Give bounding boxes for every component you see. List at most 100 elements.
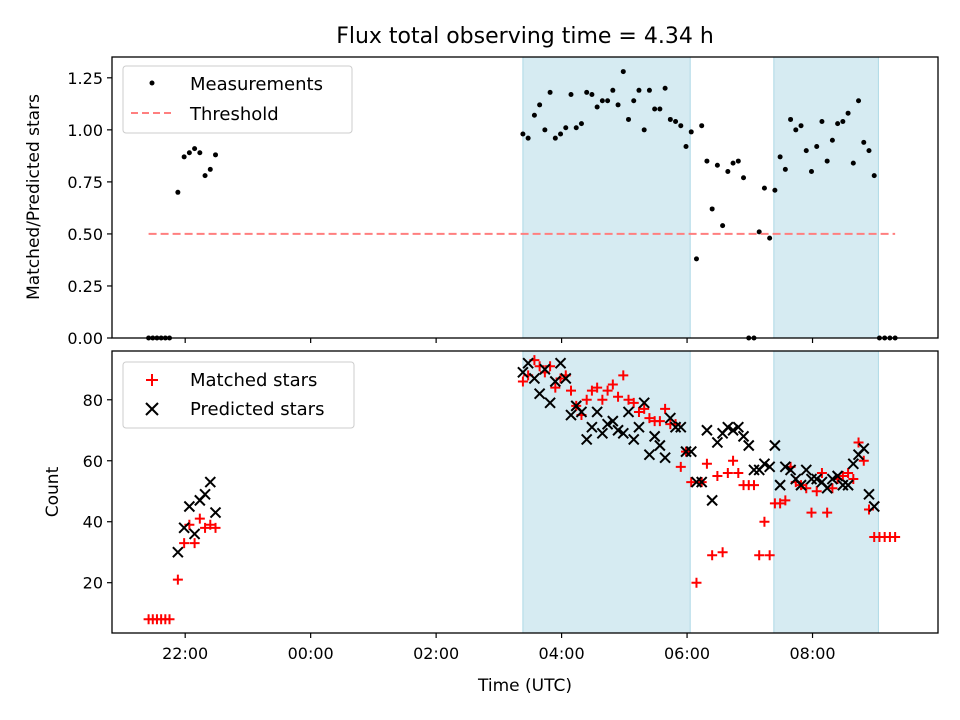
matched-star-point (639, 403, 650, 414)
matched-star-point (660, 403, 671, 414)
predicted-star-point (811, 473, 823, 485)
bottom-axis-ticks: 22:00 00:00 02:00 04:00 06:00 08:00 20 40 60 80 (83, 391, 836, 663)
legend-measurements-marker (149, 80, 155, 86)
measurement-point (861, 139, 867, 145)
legend-predicted-label: Predicted stars (190, 399, 324, 420)
measurement-point (525, 135, 531, 141)
measurement-point (620, 69, 626, 75)
top-shaded-region (773, 56, 879, 339)
legend-matched-label: Matched stars (190, 370, 317, 391)
measurement-point (741, 175, 747, 181)
measurement-point (662, 85, 668, 91)
predicted-star-point (565, 409, 577, 421)
measurement-point (558, 131, 564, 137)
predicted-star-point (685, 445, 697, 458)
bottom-legend-box (122, 361, 355, 429)
predicted-star-point (628, 433, 640, 446)
predicted-star-point (758, 458, 771, 470)
predicted-star-point (711, 436, 724, 449)
matched-star-point (707, 550, 718, 561)
measurement-point (856, 98, 862, 104)
measurement-point (840, 119, 846, 125)
predicted-star-point (622, 406, 635, 418)
measurement-point (667, 116, 673, 122)
measurement-point (573, 125, 579, 131)
predicted-star-point (612, 424, 624, 436)
bottom-y-tick-label: 20 (83, 574, 103, 593)
x-tick-label: 08:00 (789, 644, 835, 663)
measurement-point (626, 116, 632, 122)
measurement-point (213, 152, 219, 158)
matched-star-point (764, 550, 775, 561)
measurement-point (714, 162, 720, 168)
top-y-tick-label: 0.00 (67, 329, 103, 348)
x-tick-label: 22:00 (162, 644, 208, 663)
matched-star-point (628, 397, 639, 408)
measurement-point (594, 104, 600, 110)
predicted-star-point (821, 482, 833, 494)
measurement-point (547, 89, 553, 95)
top-y-tick-label: 0.75 (67, 173, 103, 192)
measurement-point (542, 127, 548, 133)
matched-star-point (853, 437, 864, 448)
predicted-star-point (633, 421, 645, 433)
predicted-star-point (690, 476, 703, 488)
predicted-star-point (522, 357, 534, 369)
measurement-point (584, 89, 590, 95)
matched-star-point (822, 507, 833, 518)
matched-star-point (164, 614, 175, 625)
measurement-point (693, 256, 699, 262)
matched-star-point (597, 394, 608, 405)
measurement-point (709, 206, 715, 212)
predicted-star-point (863, 488, 875, 500)
matched-star-point (200, 522, 211, 533)
measurement-point (777, 154, 783, 160)
x-axis-label: Time (UTC) (477, 676, 572, 696)
top-y-tick-label: 1.00 (67, 121, 103, 140)
measurement-point (819, 119, 825, 125)
predicted-star-point (204, 476, 216, 488)
matched-star-point (172, 574, 183, 585)
matched-star-point (858, 455, 869, 466)
x-tick-label: 04:00 (539, 644, 585, 663)
predicted-star-point (858, 442, 870, 455)
matched-star-point (517, 376, 528, 387)
measurement-point (803, 148, 809, 154)
measurement-point (652, 106, 658, 112)
matched-star-point (194, 513, 205, 524)
matched-star-point (827, 483, 838, 494)
measurement-point (761, 185, 767, 191)
measurement-point (788, 116, 794, 122)
measurement-point (824, 158, 830, 164)
measurement-point (720, 223, 726, 229)
predicted-star-point (784, 464, 797, 476)
matched-star-point (848, 474, 859, 485)
measurement-point (615, 102, 621, 108)
predicted-star-point (549, 375, 562, 388)
measurement-point (175, 189, 181, 195)
predicted-star-point (800, 464, 812, 476)
matched-star-point (775, 498, 786, 509)
predicted-star-point (617, 427, 629, 440)
matched-star-point (654, 416, 665, 427)
predicted-star-point (769, 439, 781, 452)
measurement-point (814, 144, 820, 150)
x-tick-label: 02:00 (413, 644, 459, 663)
predicted-star-point (732, 421, 745, 433)
measurement-point (186, 150, 192, 156)
predicted-star-point (727, 424, 739, 436)
measurement-point (793, 127, 799, 133)
bottom-plot-series (143, 355, 901, 625)
predicted-star-point (706, 494, 718, 507)
matched-star-point (717, 547, 728, 558)
predicted-star-point (575, 406, 588, 418)
x-tick-label: 06:00 (664, 644, 710, 663)
matched-star-point (618, 370, 629, 381)
predicted-star-point (659, 451, 671, 464)
predicted-star-point (795, 479, 807, 491)
matched-star-point (581, 394, 592, 405)
measurement-point (552, 135, 558, 141)
predicted-star-point (701, 424, 713, 436)
top-axis-ticks: 0.00 0.25 0.50 0.75 1.00 1.25 (67, 69, 814, 348)
